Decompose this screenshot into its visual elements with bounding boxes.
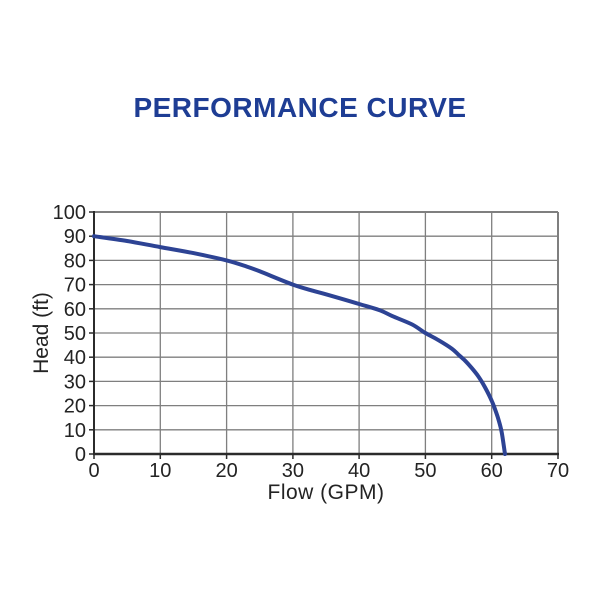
x-tick-label: 30 (282, 460, 304, 482)
y-tick-label: 70 (64, 275, 86, 297)
performance-curve-line (92, 234, 507, 456)
x-tick-label: 20 (215, 460, 237, 482)
x-tick-label: 70 (547, 460, 569, 482)
x-tick-label: 50 (414, 460, 436, 482)
y-tick-label: 20 (64, 396, 86, 418)
y-tick-label: 80 (64, 250, 86, 272)
y-tick-label: 60 (64, 299, 86, 321)
y-tick-label: 30 (64, 371, 86, 393)
x-axis-label: Flow (GPM) (267, 481, 385, 504)
y-tick-label: 90 (64, 226, 86, 248)
x-tick-label: 10 (149, 460, 171, 482)
y-tick-label: 10 (64, 420, 86, 442)
x-tick-label: 0 (88, 460, 99, 482)
x-tick-label: 60 (481, 460, 503, 482)
y-tick-label: 40 (64, 347, 86, 369)
y-tick-label: 100 (53, 202, 86, 224)
y-tick-label: 50 (64, 323, 86, 345)
chart-title: PERFORMANCE CURVE (133, 92, 467, 123)
y-tick-label: 0 (75, 444, 86, 466)
y-axis-label: Head (ft) (30, 292, 53, 374)
x-tick-label: 40 (348, 460, 370, 482)
